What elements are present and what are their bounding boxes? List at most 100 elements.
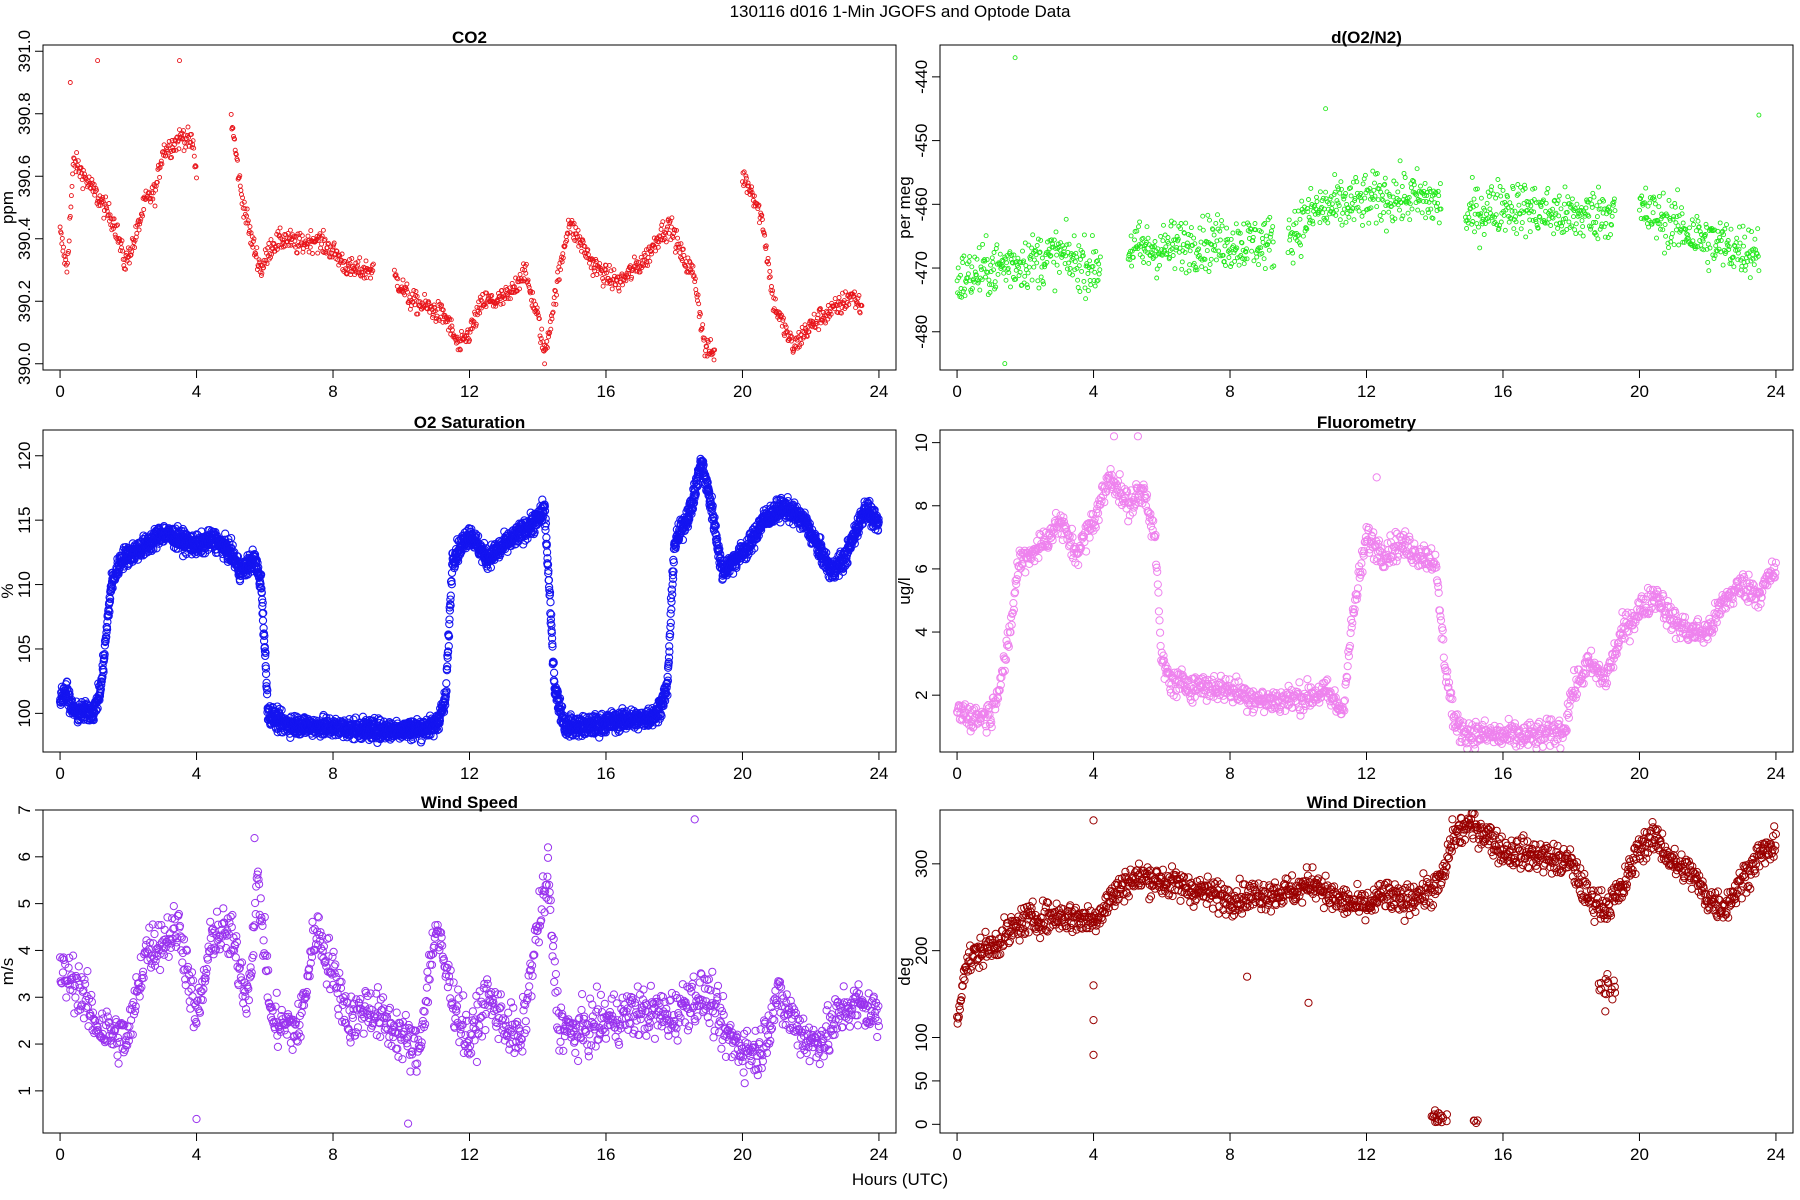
data-point [1729, 255, 1735, 261]
data-point [126, 260, 132, 266]
data-point [856, 293, 862, 298]
data-point [653, 248, 658, 254]
data-point [1347, 208, 1353, 214]
data-point [1332, 172, 1338, 178]
data-point [1047, 253, 1053, 259]
data-point [1605, 235, 1611, 240]
data-point [1554, 201, 1560, 206]
data-point [1174, 245, 1180, 251]
data-point [266, 241, 272, 246]
data-point [565, 231, 571, 237]
data-point [988, 262, 994, 268]
data-point [1248, 226, 1254, 232]
data-point [513, 275, 519, 281]
data-point [1745, 259, 1750, 265]
data-point [105, 597, 115, 606]
data-point [1178, 226, 1183, 232]
data-point [1317, 189, 1323, 195]
data-point [1610, 200, 1616, 206]
data-point [370, 268, 376, 274]
data-point [770, 288, 776, 294]
data-point [1010, 260, 1016, 266]
data-point [1013, 267, 1019, 273]
data-point [1262, 266, 1268, 272]
data-point [525, 277, 531, 283]
data-point [955, 265, 961, 271]
data-point [1354, 179, 1360, 185]
data-point [368, 275, 374, 281]
data-point [1537, 214, 1543, 220]
data-point [1413, 200, 1419, 206]
data-point [1531, 197, 1537, 203]
data-point [1234, 245, 1240, 251]
data-point [1704, 224, 1710, 230]
data-point [88, 182, 94, 188]
data-point [701, 335, 707, 341]
data-point [256, 570, 266, 579]
data-point [960, 260, 966, 266]
data-point [1498, 219, 1504, 225]
data-point [539, 512, 548, 521]
data-point [183, 144, 189, 150]
data-point [1658, 226, 1663, 232]
data-point [668, 224, 674, 230]
data-point [568, 220, 574, 226]
data-point [1195, 247, 1201, 253]
data-point [1611, 199, 1617, 205]
data-point [1694, 213, 1700, 219]
data-point [1660, 190, 1666, 196]
data-point [1080, 253, 1086, 259]
data-point [404, 281, 410, 287]
data-point [788, 333, 794, 339]
data-point [681, 252, 687, 258]
data-point [319, 233, 325, 239]
data-point [1006, 270, 1012, 276]
data-point [1184, 240, 1190, 246]
data-point [319, 241, 325, 247]
data-point [804, 333, 810, 339]
data-point [259, 270, 265, 276]
data-point [1466, 214, 1472, 220]
data-point [1407, 217, 1413, 223]
data-point [655, 244, 661, 250]
data-point [1515, 182, 1521, 187]
data-point [1145, 235, 1151, 241]
data-point [1074, 254, 1079, 260]
data-point [1157, 262, 1162, 268]
data-point [118, 240, 124, 246]
data-point [1063, 216, 1069, 222]
x-tick-label: 20 [733, 382, 752, 401]
data-point [479, 538, 489, 548]
data-point [981, 266, 987, 272]
data-point [1173, 247, 1179, 253]
data-point [1608, 221, 1614, 227]
data-point [1336, 186, 1342, 192]
data-point [159, 161, 165, 167]
data-points [55, 454, 883, 748]
data-point [1089, 233, 1095, 239]
data-point [555, 694, 565, 703]
data-point [817, 306, 823, 312]
data-point [479, 546, 488, 556]
data-point [612, 273, 617, 279]
data-point [435, 306, 441, 312]
data-point [120, 248, 126, 254]
data-point [260, 631, 269, 641]
x-axis: 0 4 8 12 16 20 24 [952, 370, 1785, 401]
data-point [1063, 253, 1069, 259]
data-point [1262, 221, 1268, 226]
data-point [104, 611, 113, 621]
data-point [1721, 232, 1727, 238]
data-point [190, 138, 196, 144]
data-point [1498, 193, 1504, 199]
data-point [1561, 229, 1567, 235]
data-point [1031, 264, 1037, 270]
data-point [74, 150, 80, 156]
data-point [443, 662, 452, 671]
data-point [1490, 191, 1496, 197]
data-point [696, 301, 702, 307]
data-point [550, 309, 556, 315]
data-point [509, 290, 515, 296]
data-point [1486, 193, 1492, 199]
data-point [1087, 278, 1093, 283]
